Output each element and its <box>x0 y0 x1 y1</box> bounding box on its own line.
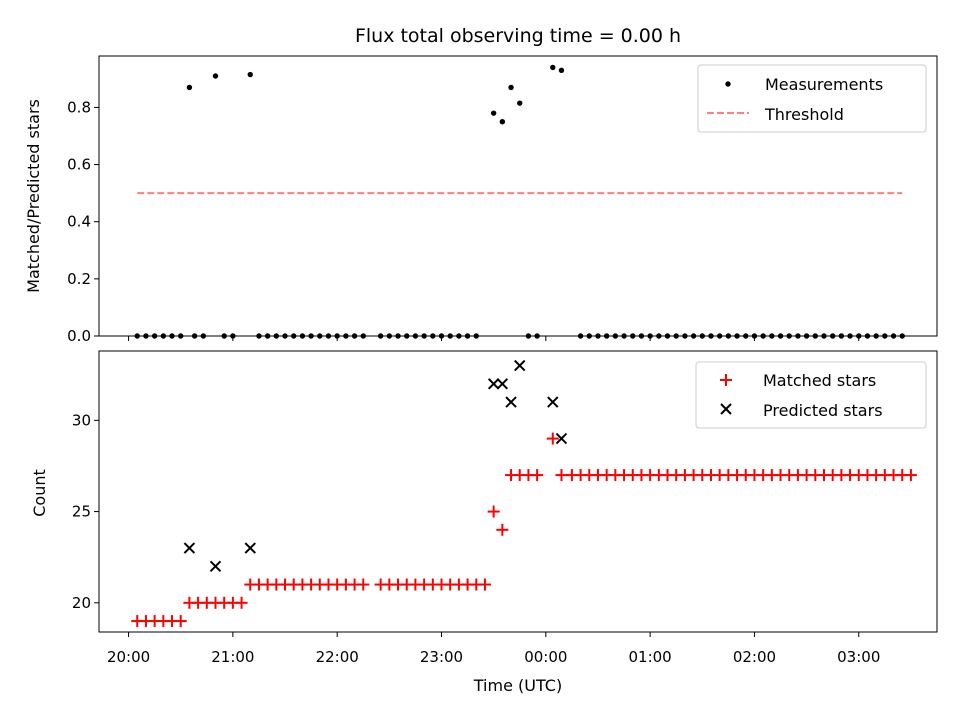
predicted-star-point <box>547 396 559 408</box>
matched-star-point <box>174 615 187 628</box>
top-axes-frame <box>98 55 938 337</box>
bottom-ytick-label: 20 <box>72 594 91 612</box>
flux-ratio-panel: Flux total observing time = 0.00 h Match… <box>24 25 938 345</box>
matched-star-point <box>546 432 559 445</box>
matched-star-point <box>531 469 544 482</box>
top-legend-box <box>697 64 927 133</box>
measurement-point <box>558 67 565 73</box>
bottom-xtick-label: 02:00 <box>733 648 776 666</box>
measurement-point <box>499 119 506 125</box>
predicted-star-point <box>505 396 517 408</box>
predicted-star-point <box>209 560 222 573</box>
measurement-point <box>186 84 193 91</box>
legend-marker-predicted-stars <box>720 403 732 415</box>
bottom-x-axis-label: Time (UTC) <box>473 676 562 695</box>
bottom-axes-frame <box>98 350 938 633</box>
matched-star-point <box>555 469 568 482</box>
top-ytick-label: 0.4 <box>67 213 91 231</box>
matched-star-point <box>904 469 917 482</box>
bottom-xtick-label: 20:00 <box>107 648 150 666</box>
top-ytick-label: 0.0 <box>67 327 91 345</box>
predicted-star-point <box>496 378 509 390</box>
legend-label-threshold: Threshold <box>764 105 844 124</box>
chart-title: Flux total observing time = 0.00 h <box>355 25 681 47</box>
bottom-x-ticks: 20:00 21:00 22:00 23:00 00:00 01:00 02:00 03:00 <box>107 632 880 666</box>
matched-star-point <box>487 505 500 518</box>
predicted-star-point <box>514 359 526 372</box>
bottom-ytick-label: 30 <box>72 411 91 429</box>
predicted-star-point <box>555 432 568 445</box>
top-ytick-label: 0.2 <box>67 270 91 288</box>
bottom-xtick-label: 01:00 <box>629 648 672 666</box>
legend-marker-measurements <box>725 81 731 87</box>
top-y-ticks: 0.0 0.2 0.4 0.6 0.8 <box>67 98 99 345</box>
bottom-xtick-label: 23:00 <box>420 648 463 666</box>
bottom-xtick-label: 03:00 <box>837 648 880 666</box>
matched-star-point <box>496 523 509 536</box>
predicted-star-point <box>487 378 500 390</box>
bottom-legend: Matched stars Predicted stars <box>695 361 927 429</box>
top-x-ticks <box>128 336 860 341</box>
legend-marker-matched-stars <box>720 374 732 386</box>
measurement-point <box>550 64 556 71</box>
measurement-point <box>247 71 253 78</box>
matched-star-point <box>235 596 248 609</box>
bottom-plot-area <box>131 359 917 628</box>
bottom-legend-box <box>695 361 927 429</box>
bottom-xtick-label: 21:00 <box>211 648 254 666</box>
measurement-point <box>212 73 219 79</box>
predicted-star-point <box>244 542 256 554</box>
measurement-point <box>490 110 497 116</box>
predicted-star-point <box>183 542 196 554</box>
bottom-y-ticks: 20 25 30 <box>72 411 99 612</box>
bottom-xtick-label: 22:00 <box>316 648 359 666</box>
legend-label-matched-stars: Matched stars <box>763 371 876 390</box>
matched-star-point <box>478 578 491 591</box>
bottom-y-axis-label: Count <box>30 469 49 517</box>
legend-label-predicted-stars: Predicted stars <box>763 401 883 420</box>
top-ytick-label: 0.8 <box>67 98 91 116</box>
measurement-point <box>508 84 514 91</box>
top-y-axis-label: Matched/Predicted stars <box>24 99 43 293</box>
legend-label-measurements: Measurements <box>765 75 883 94</box>
measurement-point <box>517 100 523 106</box>
top-ytick-label: 0.6 <box>67 156 91 174</box>
bottom-ytick-label: 25 <box>72 503 91 521</box>
top-legend: Measurements Threshold <box>697 64 927 133</box>
matched-star-point <box>357 578 370 591</box>
bottom-xtick-label: 00:00 <box>524 648 567 666</box>
